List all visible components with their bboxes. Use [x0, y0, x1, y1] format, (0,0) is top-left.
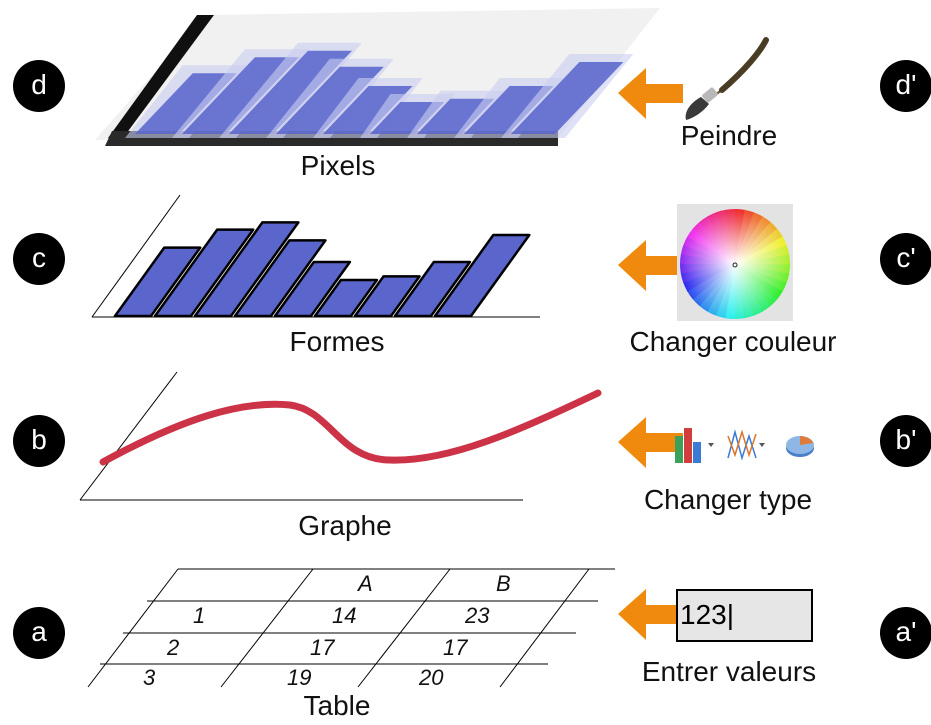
- badge-a: a: [13, 607, 65, 659]
- table-cell: 17: [310, 635, 335, 660]
- chart-type-icons: [675, 428, 814, 463]
- table-column-header: A: [358, 571, 373, 596]
- action-peindre: Peindre: [680, 120, 778, 151]
- table-column-header: B: [496, 571, 511, 596]
- shapes-layer: [91, 194, 540, 318]
- shape-bar: [113, 246, 202, 318]
- caption-graphe: Graphe: [298, 510, 392, 541]
- value-input[interactable]: 123|: [676, 589, 813, 642]
- caption-pixels: Pixels: [300, 150, 376, 181]
- table-row-label: 1: [193, 603, 206, 628]
- shape-bar: [273, 260, 352, 318]
- action-changer-couleur: Changer couleur: [629, 326, 837, 357]
- shapes-axis-vertical: [91, 194, 181, 318]
- shape-bar: [393, 260, 472, 318]
- shape-bar: [153, 228, 255, 318]
- badge-b-prime: b': [880, 415, 931, 467]
- arrow-b: [618, 417, 683, 468]
- badge-d-prime: d': [880, 60, 931, 112]
- pixel-layer: [95, 8, 660, 146]
- pixel-bar: [511, 62, 624, 134]
- arrow-d: [618, 68, 683, 119]
- line-chart-type-icon[interactable]: [727, 429, 765, 461]
- table-row-label: 3: [143, 665, 156, 690]
- pixel-bar: [135, 73, 237, 134]
- pixel-axis-vertical: [108, 15, 214, 138]
- graph-layer: [79, 371, 602, 501]
- graph-axis-vertical: [79, 371, 178, 501]
- table-cell: 20: [419, 665, 444, 690]
- action-changer-type: Changer type: [643, 484, 813, 515]
- table-cell: 23: [465, 603, 490, 628]
- caption-formes: Formes: [289, 326, 385, 357]
- pixel-bar: [417, 98, 495, 134]
- pixel-bar: [464, 86, 554, 134]
- badge-b: b: [13, 415, 65, 467]
- pixel-bars: [125, 42, 634, 139]
- shape-bar: [433, 233, 531, 318]
- badge-c: c: [13, 233, 65, 285]
- graph-curve: [99, 389, 602, 466]
- table-cell: 17: [443, 635, 468, 660]
- shape-bar: [353, 275, 421, 318]
- shape-bar: [313, 278, 379, 318]
- bar-chart-type-icon[interactable]: [675, 428, 714, 463]
- badge-a-prime: a': [880, 607, 931, 659]
- arrow-c: [618, 240, 683, 291]
- badge-c-prime: c': [880, 233, 931, 285]
- shape-bar: [193, 221, 300, 318]
- table-cell: 19: [287, 665, 312, 690]
- paintbrush-icon: [685, 37, 769, 120]
- table-row-label: 2: [167, 635, 180, 660]
- shape-bar: [233, 239, 327, 318]
- action-entrer-valeurs: Entrer valeurs: [641, 656, 817, 687]
- pixel-bar: [370, 102, 445, 134]
- table-cell: 14: [332, 603, 357, 628]
- arrows: [618, 68, 683, 640]
- caption-table: Table: [303, 690, 371, 721]
- pixel-bar: [182, 57, 299, 135]
- pie-chart-type-icon[interactable]: [786, 436, 814, 457]
- badge-d: d: [13, 60, 65, 112]
- arrow-a: [618, 589, 683, 640]
- color-wheel-icon: [677, 204, 793, 321]
- shape-bars: [113, 221, 531, 318]
- table-grid: [87, 568, 615, 688]
